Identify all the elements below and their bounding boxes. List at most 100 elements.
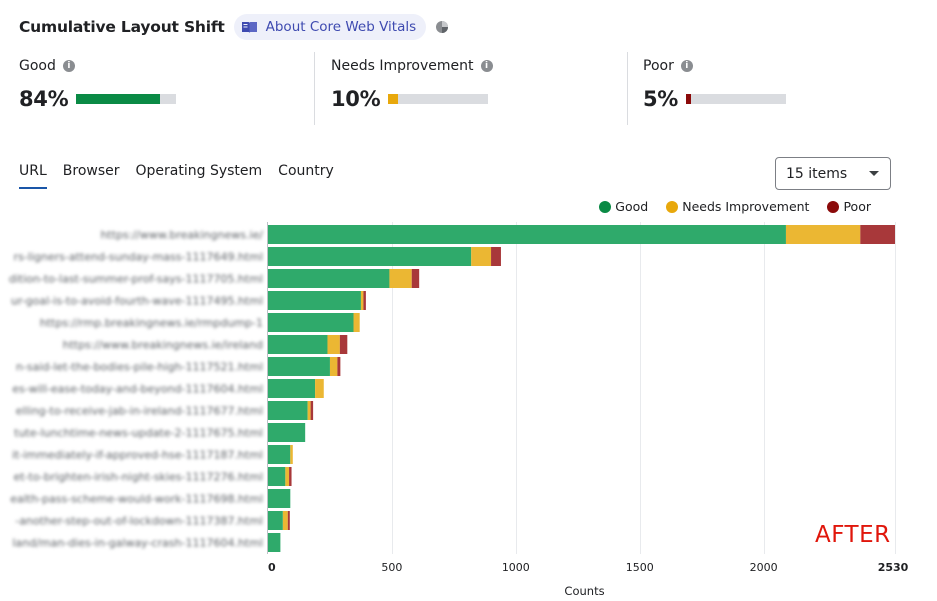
metric-label: Poor — [643, 58, 674, 74]
legend-swatch — [666, 200, 679, 213]
info-icon[interactable]: i — [480, 60, 493, 72]
bar-segment[interactable] — [268, 445, 291, 464]
legend-swatch — [599, 200, 612, 213]
tab-operating-system[interactable]: Operating System — [135, 163, 263, 179]
url-label[interactable]: et-to-brighten-irish-night-skies-1117276… — [13, 471, 263, 484]
bar-segment[interactable] — [337, 357, 341, 376]
bar-segment[interactable] — [268, 335, 328, 354]
bar-segment[interactable] — [491, 247, 501, 266]
about-core-web-vitals-link[interactable]: About Core Web Vitals — [233, 14, 427, 40]
bar-segment[interactable] — [339, 335, 348, 354]
select-value: 15 items — [786, 165, 848, 182]
bar-segment[interactable] — [268, 489, 291, 508]
bar-segment[interactable] — [310, 401, 314, 420]
url-label[interactable]: ealth-pass-scheme-would-work-1117698.htm… — [10, 493, 263, 506]
bar-segment[interactable] — [353, 313, 360, 332]
x-tick-label: 1500 — [626, 561, 654, 574]
info-icon[interactable]: i — [62, 60, 75, 72]
x-tick-label: 2530 — [878, 561, 909, 574]
bar-segment[interactable] — [268, 379, 316, 398]
url-label[interactable]: rs-ligners-attend-sunday-mass-1117649.ht… — [14, 251, 263, 264]
header: Cumulative Layout Shift About Core Web V… — [19, 14, 449, 40]
bar-segment[interactable] — [860, 225, 895, 244]
bar-segment[interactable] — [268, 423, 306, 442]
bar-segment[interactable] — [268, 467, 286, 486]
bar-segment[interactable] — [282, 511, 288, 530]
book-icon — [241, 22, 257, 33]
bar-segment[interactable] — [268, 357, 330, 376]
items-count-select[interactable]: 15 items — [775, 157, 891, 190]
history-icon[interactable] — [435, 20, 449, 34]
bar-segment[interactable] — [363, 291, 366, 310]
bar-segment[interactable] — [268, 313, 354, 332]
tab-url[interactable]: URL — [19, 163, 47, 189]
metric-label: Needs Improvement — [331, 58, 474, 74]
url-label[interactable]: n-said-let-the-bodies-pile-high-1117521.… — [16, 361, 263, 374]
bar-segment[interactable] — [268, 511, 283, 530]
url-label[interactable]: ur-goal-is-to-avoid-fourth-wave-1117495.… — [11, 295, 263, 308]
bar-segment[interactable] — [287, 511, 290, 530]
legend-label: Poor — [843, 199, 871, 214]
metric-label: Good — [19, 58, 56, 74]
bar-segment[interactable] — [327, 335, 340, 354]
metric-progress-bar — [76, 94, 177, 104]
bar-segment[interactable] — [389, 269, 412, 288]
legend-label: Good — [615, 199, 649, 214]
metric-value: 10% — [331, 87, 381, 111]
after-watermark: AFTER — [815, 522, 891, 548]
legend-label: Needs Improvement — [682, 199, 810, 214]
bar-segment[interactable] — [289, 467, 292, 486]
bar-segment[interactable] — [307, 401, 311, 420]
tab-browser[interactable]: Browser — [62, 163, 120, 179]
chart-legend: Good Needs Improvement Poor — [581, 199, 871, 214]
x-tick-label: 0 — [268, 561, 276, 574]
bar-segment[interactable] — [290, 445, 293, 464]
about-link-label: About Core Web Vitals — [265, 19, 417, 35]
legend-item-poor[interactable]: Poor — [827, 199, 871, 214]
bar-segment[interactable] — [268, 291, 361, 310]
metric-needs-improvement: Needs Improvement i 10% — [331, 57, 493, 112]
bar-segment[interactable] — [285, 467, 290, 486]
url-label[interactable]: land/man-dies-in-galway-crash-1117604.ht… — [12, 537, 263, 550]
metric-good: Good i 84% — [19, 57, 177, 112]
bar-segment[interactable] — [329, 357, 338, 376]
x-axis-label: Counts — [564, 584, 604, 598]
bar-segment[interactable] — [411, 269, 420, 288]
legend-item-good[interactable]: Good — [599, 199, 648, 214]
x-tick-label: 2000 — [750, 561, 778, 574]
page-title: Cumulative Layout Shift — [19, 18, 225, 36]
legend-item-needs-improvement[interactable]: Needs Improvement — [666, 199, 809, 214]
info-icon[interactable]: i — [680, 60, 693, 72]
divider — [314, 52, 315, 125]
bar-segment[interactable] — [268, 269, 390, 288]
url-label[interactable]: https://rmp.breakingnews.ie/rmpdump-1 — [40, 317, 263, 330]
dimension-tabs: URL Browser Operating System Country — [19, 163, 350, 189]
url-label[interactable]: elling-to-receive-jab-in-ireland-1117677… — [16, 405, 263, 418]
metric-value: 5% — [643, 87, 679, 111]
bar-segment[interactable] — [785, 225, 861, 244]
url-breakdown-chart: https://www.breakingnews.ie/rs-ligners-a… — [9, 222, 909, 598]
tab-country[interactable]: Country — [278, 163, 334, 179]
url-label[interactable]: https://www.breakingnews.ie/ireland — [63, 339, 263, 352]
url-label[interactable]: it-immediately-if-approved-hse-1117187.h… — [12, 449, 263, 462]
chevron-down-icon — [869, 171, 879, 176]
bar-segment[interactable] — [315, 379, 324, 398]
metric-progress-bar — [686, 94, 787, 104]
x-tick-label: 1000 — [502, 561, 530, 574]
bar-segment[interactable] — [268, 225, 786, 244]
url-label[interactable]: https://www.breakingnews.ie/ — [100, 229, 263, 242]
bar-segment[interactable] — [471, 247, 492, 266]
metric-progress-bar — [388, 94, 489, 104]
x-tick-label: 500 — [381, 561, 402, 574]
url-label[interactable]: -another-step-out-of-lockdown-1117387.ht… — [15, 515, 263, 528]
url-label[interactable]: dition-to-last-summer-prof-says-1117705.… — [9, 273, 263, 286]
bar-segment[interactable] — [268, 533, 281, 552]
legend-swatch — [827, 200, 840, 213]
divider — [627, 52, 628, 125]
bar-segment[interactable] — [360, 291, 364, 310]
bar-segment[interactable] — [268, 401, 308, 420]
url-label[interactable]: es-will-ease-today-and-beyond-1117604.ht… — [12, 383, 263, 396]
metric-poor: Poor i 5% — [643, 57, 787, 112]
url-label[interactable]: tute-lunchtime-news-update-2-1117675.htm… — [14, 427, 263, 440]
bar-segment[interactable] — [268, 247, 472, 266]
